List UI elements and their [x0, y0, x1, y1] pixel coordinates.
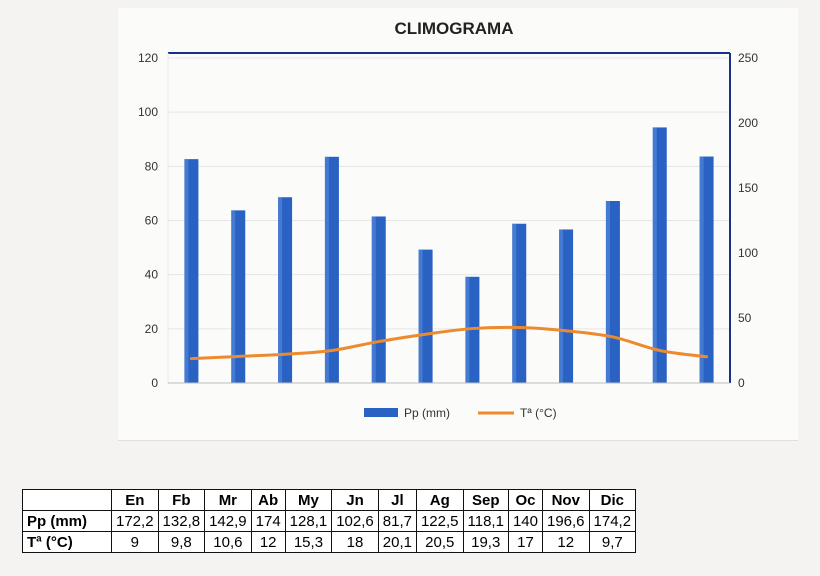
table-month-header: Oc	[507, 489, 543, 511]
table-cell: 102,6	[331, 510, 379, 532]
table-cell: 19,3	[462, 531, 509, 553]
table-cell: 20,5	[415, 531, 464, 553]
legend-label-temperature: Tª (°C)	[520, 406, 557, 420]
right-axis-tick-label: 200	[738, 116, 758, 130]
temperature-line	[189, 325, 709, 361]
precipitation-bar-highlight	[278, 197, 283, 383]
table-cell: 128,1	[284, 510, 333, 532]
table-month-header: Jn	[331, 489, 379, 511]
table-row-label: Pp (mm)	[22, 510, 112, 532]
table-cell: 15,3	[284, 531, 333, 553]
legend-label-precipitation: Pp (mm)	[404, 406, 450, 420]
table-month-header: Ab	[250, 489, 286, 511]
left-axis-tick-label: 60	[145, 214, 159, 228]
precipitation-bar-highlight	[512, 223, 517, 383]
table-cell: 17	[507, 531, 543, 553]
table-row-label: Tª (°C)	[22, 531, 112, 553]
table-cell: 20,1	[377, 531, 417, 553]
table-cell: 174	[250, 510, 286, 532]
precipitation-bar-highlight	[231, 210, 236, 383]
right-axis-tick-label: 250	[738, 51, 758, 65]
table-corner-cell	[22, 489, 112, 511]
precipitation-bar-highlight	[559, 229, 564, 383]
precipitation-bar-highlight	[418, 249, 423, 383]
precipitation-bar-highlight	[652, 127, 657, 383]
table-row: Pp (mm) 172,2 132,8 142,9 174 128,1 102,6 81,7 1…	[22, 510, 637, 532]
table-cell: 132,8	[157, 510, 206, 532]
left-axis-tick-label: 120	[138, 51, 158, 65]
table-cell: 10,6	[204, 531, 252, 553]
table-cell: 174,2	[588, 510, 637, 532]
left-axis-tick-label: 40	[145, 268, 159, 282]
chart-title: CLIMOGRAMA	[395, 19, 514, 38]
table-cell: 140	[507, 510, 543, 532]
table-cell: 18	[331, 531, 379, 553]
table-month-header: Ag	[415, 489, 464, 511]
left-axis-tick-label: 100	[138, 105, 158, 119]
table-cell: 12	[541, 531, 590, 553]
legend-swatch-precipitation	[364, 408, 398, 417]
precipitation-bar-highlight	[324, 156, 329, 383]
table-cell: 172,2	[111, 510, 159, 532]
table-body: Pp (mm) 172,2 132,8 142,9 174 128,1 102,6 81,7 1…	[22, 510, 637, 553]
table-cell: 9,7	[588, 531, 637, 553]
table-month-header: Fb	[157, 489, 206, 511]
precipitation-bar-highlight	[605, 201, 610, 383]
right-axis-tick-label: 100	[738, 246, 758, 260]
right-axis-tick-label: 0	[738, 376, 745, 390]
right-axis-tick-label: 50	[738, 311, 752, 325]
table-cell: 142,9	[204, 510, 252, 532]
table-month-header: Dic	[588, 489, 637, 511]
table-cell: 9,8	[157, 531, 206, 553]
precipitation-bar-highlight	[184, 159, 189, 383]
table-cell: 122,5	[415, 510, 464, 532]
table-cell: 9	[111, 531, 159, 553]
table-cell: 118,1	[462, 510, 509, 532]
table-month-header: My	[284, 489, 333, 511]
table-cell: 81,7	[377, 510, 417, 532]
table-header-row: En Fb Mr Ab My Jn Jl Ag Sep Oc Nov Dic	[22, 489, 637, 511]
left-axis-tick-label: 0	[151, 376, 158, 390]
table-month-header: En	[111, 489, 159, 511]
precipitation-bar-highlight	[699, 156, 704, 383]
table-month-header: Jl	[377, 489, 417, 511]
left-axis-tick-label: 20	[145, 322, 159, 336]
climate-data-table: En Fb Mr Ab My Jn Jl Ag Sep Oc Nov Dic Pp (mm) 172,2…	[22, 489, 637, 553]
table-row: Tª (°C) 9 9,8 10,6 12 15,3 18 20,1 20,5 19,3 17 12 9…	[22, 531, 637, 553]
table-month-header: Sep	[462, 489, 509, 511]
climograma-chart: CLIMOGRAMA 0 20 40 60 80 100 120 0 50 100 150 200 250…	[138, 19, 758, 420]
table-cell: 12	[250, 531, 286, 553]
table-month-header: Nov	[541, 489, 590, 511]
right-axis-tick-label: 150	[738, 181, 758, 195]
precipitation-bar-highlight	[371, 216, 376, 383]
table-cell: 196,6	[541, 510, 590, 532]
chart-card: CLIMOGRAMA 0 20 40 60 80 100 120 0 50 100 150 200 250…	[118, 8, 798, 441]
table-month-header: Mr	[204, 489, 252, 511]
left-axis-tick-label: 80	[145, 159, 159, 173]
